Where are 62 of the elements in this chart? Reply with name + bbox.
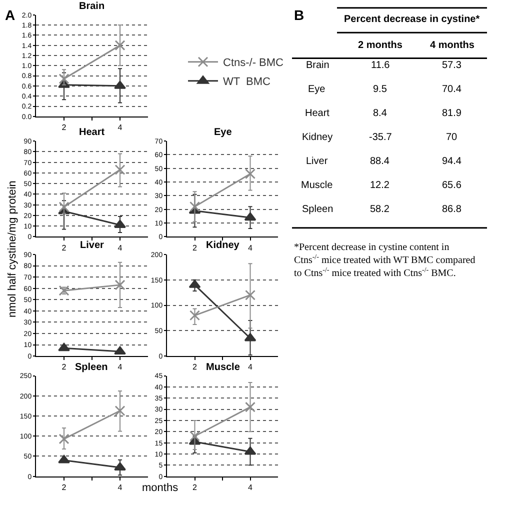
- data-label: 9.5: [373, 84, 388, 95]
- legend-label: Ctns-/- BMC: [223, 57, 284, 70]
- x-tick-label: 2: [62, 482, 67, 492]
- category-label: Liver: [306, 156, 328, 167]
- chart-title: Brain: [79, 1, 105, 12]
- data-label: 94.4: [442, 156, 462, 167]
- chart-title: Heart: [79, 127, 106, 138]
- point: [245, 168, 256, 180]
- data-label: 12.2: [370, 180, 390, 191]
- category-label: Eye: [308, 84, 326, 95]
- chart-title: Kidney: [206, 240, 240, 251]
- text: Percent decrease in cystine*: [344, 14, 480, 25]
- x-tick-label: 2: [62, 123, 67, 132]
- point: [114, 164, 126, 176]
- text: 2 months: [358, 40, 403, 51]
- point: [114, 406, 126, 416]
- point: [114, 40, 126, 51]
- x-tick-label: 2: [62, 243, 67, 252]
- category-label: Spleen: [302, 204, 334, 215]
- x-tick-label: 4: [118, 243, 123, 252]
- x-tick-label: 2: [192, 362, 198, 372]
- x-tick-label: 4: [248, 243, 254, 252]
- chart-title: Eye: [214, 127, 232, 138]
- data-label: 70: [446, 132, 458, 143]
- category-label: Heart: [305, 108, 330, 119]
- x-tick-label: 4: [118, 123, 123, 132]
- point: [58, 434, 70, 444]
- data-label: 58.2: [370, 204, 390, 215]
- data-label: 70.4: [442, 84, 462, 95]
- data-label: 86.8: [442, 204, 462, 215]
- x-tick-label: 2: [192, 482, 198, 492]
- point: [114, 280, 126, 290]
- text: 4 months: [430, 40, 475, 51]
- category-label: Kidney: [302, 132, 333, 143]
- text: B: [294, 7, 304, 23]
- x-tick-label: 2: [62, 362, 67, 372]
- point: [190, 310, 200, 321]
- data-label: 81.9: [442, 108, 462, 119]
- text: A: [5, 7, 16, 23]
- x-tick-label: 4: [248, 482, 254, 492]
- text: *Percent decrease in cystine content in Ctns$^{-/-}$ mice treated with WT BMC compared to Ctns$^{-/-}$ mice treated with Ctns$^{-/-}$ BMC.: [294, 242, 476, 279]
- legend-label: WT BMC: [223, 76, 271, 88]
- chart-title: Muscle: [206, 362, 240, 373]
- x-tick-label: 4: [118, 482, 123, 492]
- point: [58, 285, 70, 296]
- chart-title: Spleen: [75, 362, 108, 373]
- data-label: 11.6: [371, 60, 390, 71]
- x-tick-label: 4: [248, 362, 254, 372]
- chart-title: Liver: [80, 240, 104, 251]
- data-label: 88.4: [370, 156, 390, 167]
- data-label: -35.7: [369, 132, 392, 143]
- x-axis-title: months: [142, 482, 179, 494]
- point: [245, 290, 256, 300]
- data-label: 65.6: [442, 180, 462, 191]
- y-axis-title: nmol half cystine/mg protein: [6, 180, 18, 318]
- x-tick-label: 4: [118, 362, 123, 372]
- x-tick-label: 2: [192, 243, 198, 252]
- data-label: 8.4: [373, 108, 388, 119]
- category-label: Brain: [306, 60, 330, 71]
- point: [245, 402, 256, 412]
- data-label: 57.3: [442, 60, 462, 71]
- category-label: Muscle: [301, 180, 334, 191]
